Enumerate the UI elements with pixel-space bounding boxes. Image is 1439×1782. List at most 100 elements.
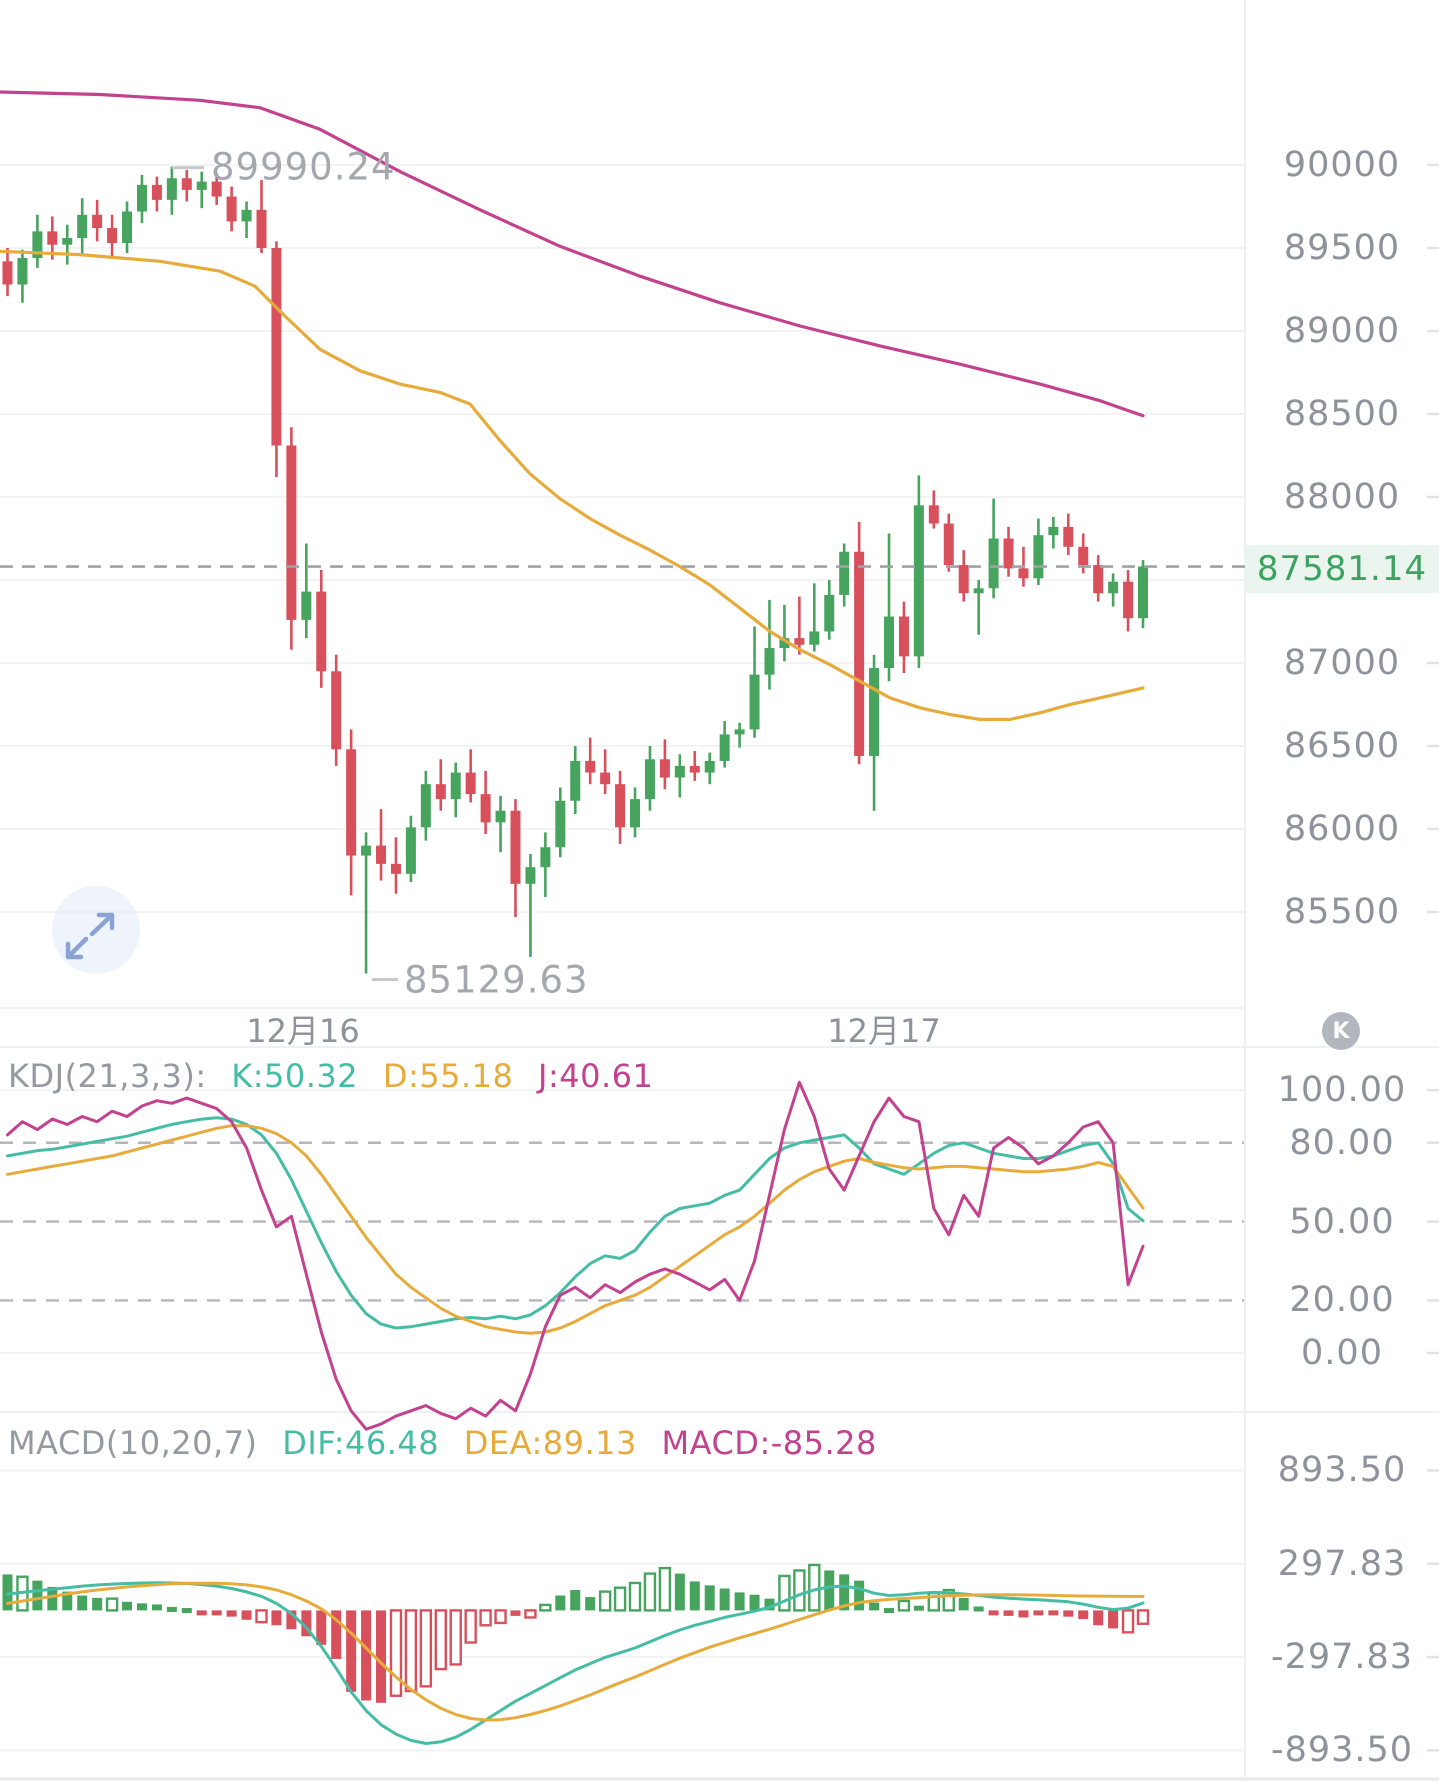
candle-body bbox=[77, 214, 88, 239]
price-axis-label: 85500 bbox=[1283, 892, 1401, 932]
kdj-axis-label: 80.00 bbox=[1289, 1122, 1395, 1163]
kdj-axis-label: 100.00 bbox=[1277, 1070, 1407, 1111]
macd-histogram-bar bbox=[854, 1580, 865, 1611]
macd-histogram-bar bbox=[824, 1570, 835, 1611]
candle-body bbox=[196, 181, 207, 190]
macd-histogram-bar bbox=[539, 1603, 552, 1612]
macd-histogram-bar bbox=[331, 1610, 342, 1659]
candle-body bbox=[988, 538, 999, 589]
candle-body bbox=[1123, 581, 1134, 619]
candle-body bbox=[405, 827, 416, 874]
macd-histogram-bar bbox=[316, 1610, 327, 1645]
candle-body bbox=[256, 209, 267, 248]
macd-axis-label: 893.50 bbox=[1277, 1450, 1407, 1491]
candle-body bbox=[1108, 581, 1119, 594]
overlay-ma-fast bbox=[0, 249, 1145, 722]
x-axis-date-label: 12月17 bbox=[827, 1012, 941, 1050]
macd-histogram-bar bbox=[793, 1569, 806, 1612]
macd-histogram-bar bbox=[255, 1609, 268, 1624]
candle-body bbox=[525, 867, 536, 884]
candle-body bbox=[17, 257, 28, 285]
candle-body bbox=[943, 523, 954, 566]
macd-dea-value: DEA:89.13 bbox=[463, 1424, 637, 1462]
macd-histogram-bar bbox=[494, 1609, 507, 1625]
candle-body bbox=[764, 648, 775, 675]
kdj-axis-label: 20.00 bbox=[1289, 1280, 1395, 1321]
candle-body bbox=[1048, 526, 1059, 536]
macd-histogram-bar bbox=[658, 1566, 672, 1612]
kline-mode-badge[interactable]: K bbox=[1322, 1012, 1360, 1050]
candle-body bbox=[181, 178, 192, 190]
candle-body bbox=[824, 594, 835, 632]
expand-arrows-icon bbox=[65, 912, 115, 960]
candle-body bbox=[346, 749, 357, 856]
price-axis-label: 86000 bbox=[1283, 809, 1401, 849]
candle-body bbox=[749, 674, 760, 730]
macd-histogram-bar bbox=[628, 1581, 642, 1612]
x-axis-date-label: 12月16 bbox=[246, 1012, 360, 1050]
candle-body bbox=[495, 810, 506, 823]
macd-histogram-bar bbox=[47, 1586, 58, 1611]
candle-body bbox=[734, 729, 745, 735]
expand-chart-button[interactable] bbox=[52, 886, 140, 974]
macd-histogram-bar bbox=[1121, 1609, 1135, 1634]
macd-histogram-bar bbox=[613, 1586, 627, 1612]
candle-body bbox=[361, 845, 372, 856]
macd-histogram-bar bbox=[973, 1606, 984, 1612]
candle-body bbox=[1033, 535, 1044, 579]
candle-body bbox=[839, 551, 850, 595]
macd-histogram-bar bbox=[598, 1590, 612, 1612]
candle-body bbox=[704, 760, 715, 773]
candle-body bbox=[1138, 566, 1148, 619]
candle-body bbox=[570, 760, 581, 801]
macd-histogram-bar bbox=[1033, 1610, 1044, 1616]
macd-dif-value: DIF:46.48 bbox=[282, 1424, 440, 1462]
macd-axis-label: 297.83 bbox=[1277, 1543, 1407, 1584]
candle-body bbox=[973, 588, 984, 594]
current-price-badge: 87581.14 bbox=[1245, 545, 1439, 593]
candle-body bbox=[809, 631, 820, 645]
macd-histogram-bar bbox=[689, 1581, 700, 1611]
candle-body bbox=[62, 238, 73, 245]
candle-body bbox=[540, 847, 551, 868]
price-axis-label: 88000 bbox=[1283, 477, 1401, 517]
macd-histogram-bar bbox=[286, 1610, 297, 1630]
macd-histogram-bar bbox=[524, 1609, 537, 1619]
macd-histogram-bar bbox=[389, 1609, 403, 1697]
macd-histogram-bar bbox=[92, 1597, 103, 1611]
candle-body bbox=[122, 211, 133, 244]
candle-body bbox=[465, 772, 476, 795]
candle-body bbox=[794, 638, 805, 645]
candle-body bbox=[958, 565, 969, 594]
candle-body bbox=[1093, 565, 1104, 594]
candle-body bbox=[854, 551, 865, 756]
macd-histogram-bar bbox=[643, 1572, 657, 1612]
macd-histogram-bar bbox=[674, 1573, 685, 1611]
macd-histogram-bar bbox=[555, 1595, 566, 1611]
macd-histogram-bar bbox=[913, 1605, 924, 1611]
macd-histogram-bar bbox=[1003, 1610, 1014, 1616]
candle-body bbox=[555, 800, 566, 848]
macd-histogram-bar bbox=[77, 1595, 88, 1611]
macd-histogram-bar bbox=[988, 1610, 999, 1616]
candle-body bbox=[420, 784, 431, 828]
kdj-j-value: J:40.61 bbox=[538, 1057, 654, 1095]
candle-body bbox=[585, 760, 596, 773]
price-axis-label: 87000 bbox=[1283, 643, 1401, 683]
macd-histogram-bar bbox=[897, 1599, 911, 1612]
macd-histogram-bar bbox=[958, 1597, 969, 1611]
candle-body bbox=[211, 181, 222, 197]
macd-histogram-bar bbox=[585, 1597, 596, 1611]
candle-body bbox=[510, 810, 521, 884]
macd-histogram-bar bbox=[719, 1588, 730, 1611]
candle-body bbox=[92, 214, 103, 229]
macd-histogram-bar bbox=[869, 1602, 880, 1611]
price-axis-label: 90000 bbox=[1283, 145, 1401, 185]
macd-histogram-bar bbox=[181, 1608, 192, 1614]
candle-body bbox=[47, 231, 58, 245]
candle-body bbox=[600, 772, 611, 785]
candle-body bbox=[1078, 546, 1089, 566]
kdj-line-J bbox=[6, 1080, 1145, 1431]
kdj-line-D bbox=[6, 1124, 1145, 1335]
